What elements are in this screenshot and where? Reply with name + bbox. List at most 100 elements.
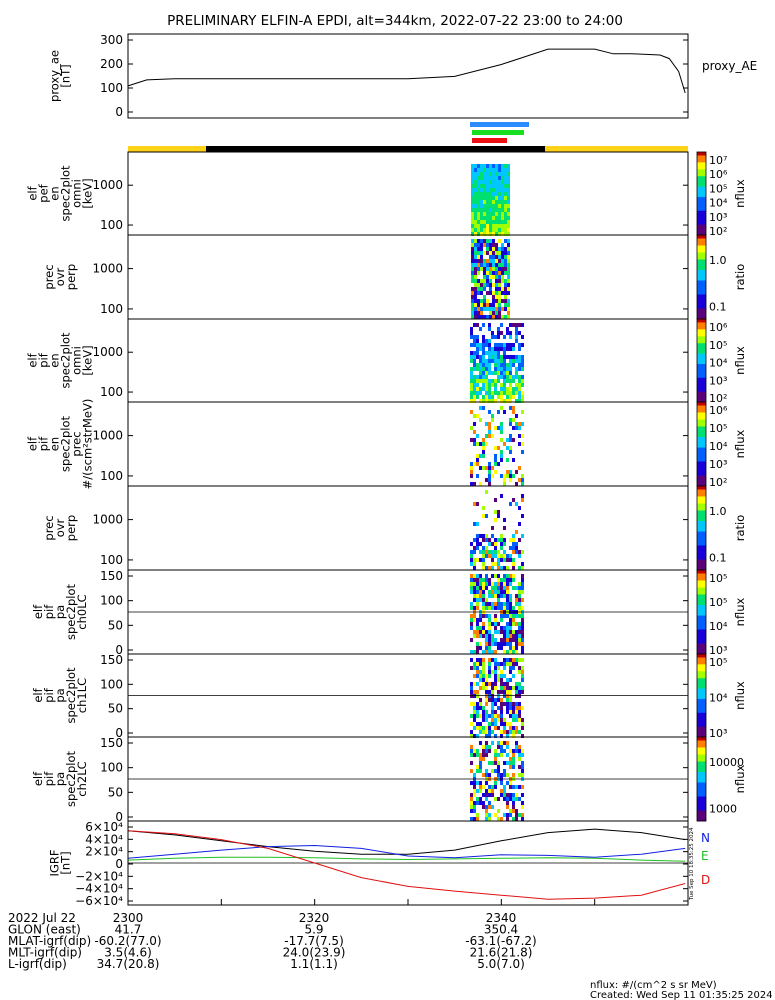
spectrogram-cell: [509, 757, 512, 761]
y-label-line: spec2plot: [59, 332, 73, 389]
spectrogram-cell: [491, 785, 494, 789]
spectrogram-cell: [488, 674, 491, 678]
spectrogram-cell: [506, 614, 509, 618]
colorbar-swatch: [697, 573, 706, 578]
spectrogram-cell: [480, 239, 483, 243]
spectrogram-cell: [485, 769, 488, 773]
colorbar-swatch: [697, 584, 706, 588]
spectrogram-cell: [507, 212, 510, 216]
spectrogram-cell: [486, 243, 489, 247]
spectrogram-cell: [491, 542, 494, 546]
spectrogram-cell: [500, 642, 503, 646]
spectrogram-cell: [492, 204, 495, 208]
spectrogram-cell: [483, 204, 486, 208]
colorbar-swatch: [697, 800, 706, 804]
spectrogram-cell: [477, 315, 480, 319]
spectrogram-cell: [507, 208, 510, 212]
spectrogram-cell: [507, 287, 510, 291]
spectrogram-cell: [485, 690, 488, 694]
y-tick-label: 0: [115, 643, 123, 657]
spectrogram-cell: [494, 626, 497, 630]
spectrogram-cell: [494, 662, 497, 666]
spectrogram-cell: [486, 291, 489, 295]
spectrogram-cell: [477, 180, 480, 184]
spectrogram-cell: [477, 259, 480, 263]
colorbar-swatch: [697, 559, 706, 564]
spectrogram-cell: [521, 379, 524, 383]
y-label-line: ch0LC: [75, 594, 89, 629]
colorbar-swatch: [697, 419, 706, 424]
spectrogram-cell: [494, 498, 497, 502]
spectrogram-cell: [476, 542, 479, 546]
spectrogram-cell: [521, 550, 524, 554]
spectrogram-cell: [492, 216, 495, 220]
spectrogram-cell: [498, 204, 501, 208]
spectrogram-cell: [512, 438, 515, 442]
colorbar-swatch: [697, 577, 706, 581]
spectrogram-cell: [509, 391, 512, 395]
spectrogram-cell: [500, 602, 503, 606]
y-label-line: pif: [42, 604, 56, 619]
spectrogram-cell: [500, 686, 503, 690]
spectrogram-cell: [518, 375, 521, 379]
spectrogram-cell: [479, 618, 482, 622]
spectrogram-cell: [501, 291, 504, 295]
spectrogram-cell: [473, 482, 476, 486]
spectrogram-cell: [483, 243, 486, 247]
spectrogram-cell: [489, 271, 492, 275]
colorbar-swatch: [697, 207, 706, 212]
spectrogram-cell: [506, 630, 509, 634]
spectrogram-cell: [509, 797, 512, 801]
spectrogram-cell: [482, 446, 485, 450]
spectrogram-cell: [474, 303, 477, 307]
spectrogram-cell: [482, 594, 485, 598]
spectrogram-cell: [494, 363, 497, 367]
spectrogram-cell: [489, 291, 492, 295]
spectrogram-cell: [492, 259, 495, 263]
spectrogram-cell: [497, 375, 500, 379]
spectrogram-cell: [470, 622, 473, 626]
spectrogram-cell: [483, 287, 486, 291]
spectrogram-cell: [515, 422, 518, 426]
spectrogram-cell: [512, 630, 515, 634]
spectrogram-cell: [506, 391, 509, 395]
spectrogram-cell: [518, 718, 521, 722]
colorbar-swatch: [697, 709, 706, 714]
spectrogram-cell: [506, 622, 509, 626]
spectrogram-cell: [483, 196, 486, 200]
spectrogram-cell: [473, 387, 476, 391]
spectrogram-cell: [497, 510, 500, 514]
spectrogram-cell: [470, 542, 473, 546]
spectrogram-cell: [500, 323, 503, 327]
y-tick-label: 4×10⁴: [85, 832, 123, 846]
spectrogram-cell: [501, 188, 504, 192]
spectrogram-cell: [503, 662, 506, 666]
colorbar-swatch: [697, 447, 706, 452]
spectrogram-cell: [485, 726, 488, 730]
spectrogram-cell: [503, 761, 506, 765]
spectrogram-cell: [479, 371, 482, 375]
spectrogram-cell: [492, 251, 495, 255]
colorbar-swatch: [697, 426, 706, 431]
spectrogram-cell: [515, 710, 518, 714]
spectrogram-cell: [476, 642, 479, 646]
spectrogram-cell: [476, 781, 479, 785]
spectrogram-cell: [512, 662, 515, 666]
spectrogram-cell: [486, 275, 489, 279]
spectrogram-cell: [495, 212, 498, 216]
spectrogram-cell: [470, 355, 473, 359]
spectrogram-cell: [515, 813, 518, 817]
spectrogram-cell: [503, 538, 506, 542]
spectrogram-cell: [497, 558, 500, 562]
spectrogram-cell: [474, 220, 477, 224]
spectrogram-cell: [509, 422, 512, 426]
spectrogram-cell: [497, 562, 500, 566]
spectrogram-cell: [476, 387, 479, 391]
spectrogram-cell: [512, 686, 515, 690]
spectrogram-cell: [489, 220, 492, 224]
spectrogram-cell: [480, 307, 483, 311]
spectrogram-cell: [471, 168, 474, 172]
y-label-line: pa: [53, 772, 67, 786]
spectrogram-cell: [504, 247, 507, 251]
